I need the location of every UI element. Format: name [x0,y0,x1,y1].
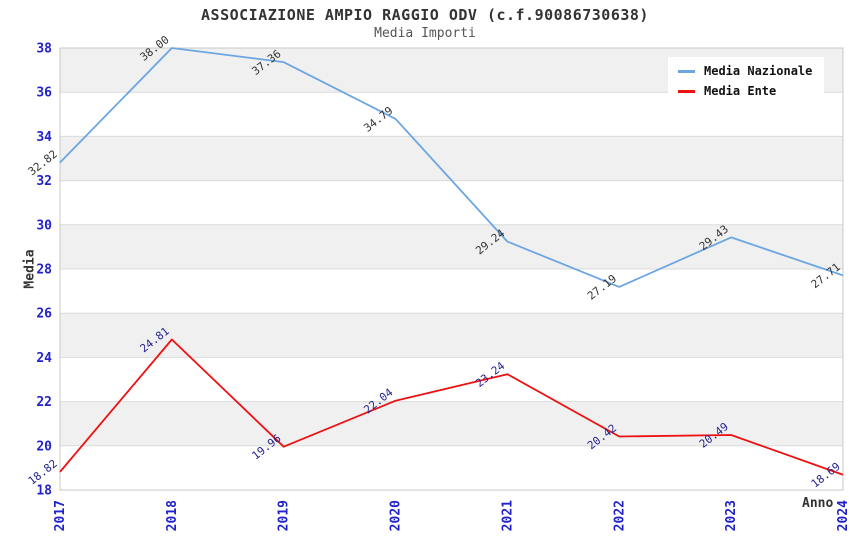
grid-band [60,357,843,402]
media-nazionale-line-swatch [678,69,695,73]
x-tick-label: 2023 [724,500,739,531]
y-tick-label: 36 [36,86,52,101]
grid-band [60,313,843,358]
grid-band [60,136,843,181]
y-tick-label: 28 [36,263,52,278]
y-tick-label: 18 [36,484,52,499]
legend-label: Media Ente [704,84,777,98]
grid-band [60,445,843,490]
legend-item-media-ente: Media Ente [678,84,812,98]
legend-item-media-nazionale: Media Nazionale [678,64,812,78]
y-tick-label: 30 [36,218,52,233]
grid-band [60,180,843,225]
y-tick-label: 20 [36,439,52,454]
y-tick-label: 26 [36,307,52,322]
chart-title: ASSOCIAZIONE AMPIO RAGGIO ODV (c.f.90086… [201,6,649,24]
y-tick-label: 34 [36,130,52,145]
legend-label: Media Nazionale [704,64,813,78]
series-line [59,338,844,476]
x-tick-label: 2024 [836,500,850,531]
x-tick-label: 2022 [612,500,627,531]
plot-border [59,47,844,491]
x-tick-label: 2021 [500,500,515,531]
y-tick-label: 24 [36,351,52,366]
y-tick-label: 32 [36,174,52,189]
series-line [59,47,844,288]
chart-subtitle: Media Importi [374,26,476,41]
grid-band [60,224,843,269]
x-tick-label: 2019 [277,500,292,531]
grid-band [60,269,843,314]
y-tick-label: 38 [36,42,52,57]
x-tick-label: 2018 [165,500,180,531]
x-tick-label: 2017 [53,500,68,531]
y-tick-label: 22 [36,395,52,410]
legend: Media Nazionale Media Ente [668,57,825,105]
x-axis-title: Anno [802,496,834,511]
media-ente-line-swatch [678,89,695,93]
x-tick-label: 2020 [389,500,404,531]
grid-band [60,401,843,446]
y-axis-title: Media [22,249,38,289]
